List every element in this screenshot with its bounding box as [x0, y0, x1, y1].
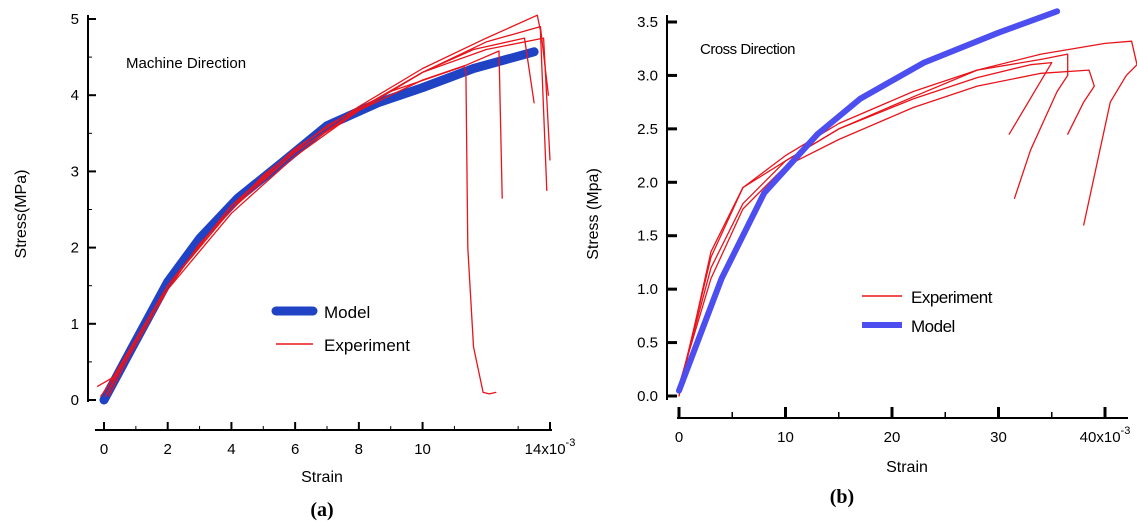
panel-a-y-tick-label: 3	[71, 163, 79, 180]
panel-a-experiment-line-2	[103, 37, 535, 394]
panel-b-y-tick-label: 3.0	[637, 67, 658, 84]
panel-a-y-tick-label: 0	[71, 392, 79, 409]
panel-a-legend-model-label: Model	[324, 303, 370, 322]
panel-a-legend-experiment-label: Experiment	[324, 336, 410, 355]
panel-b-annotation: Cross Direction	[700, 41, 795, 58]
panel-b-y-tick-label: 1.0	[637, 281, 658, 298]
panel-b-experiment-line-2	[678, 69, 1095, 386]
panel-a-model-line	[99, 47, 539, 405]
panel-a-y-tick-label: 5	[71, 11, 79, 28]
panel-b-x-tick-label: 10	[777, 429, 794, 446]
panel-a-x-axis-label: Strain	[301, 469, 343, 486]
panel-b-experiment-line-1	[678, 53, 1069, 397]
panel-b-y-tick-label: 2.0	[637, 174, 658, 191]
panel-b-experiment-line-3	[678, 40, 1137, 392]
panel-b-y-tick-label: 0.5	[637, 335, 658, 352]
panel-a-y-axis-label: Stress(MPa)	[13, 170, 30, 259]
panel-b-y-tick-label: 3.5	[637, 14, 658, 31]
panel-b-x-tick-label: 30	[990, 429, 1007, 446]
panel-b-x-axis-label: Strain	[886, 459, 928, 476]
panel-b-y-tick-label: 2.5	[637, 121, 658, 138]
panel-b-y-axis-label: Stress (Mpa)	[585, 168, 602, 260]
panel-a-annotation: Machine Direction	[126, 55, 246, 72]
panel-b-model-line	[676, 8, 1061, 394]
panel-a-x-tick-label: 6	[291, 441, 299, 458]
panel-b-caption: (b)	[830, 486, 854, 508]
panel-a-x-tick-label: 8	[355, 441, 363, 458]
panel-a-caption: (a)	[310, 499, 333, 521]
panel-b-y-tick-label: 0.0	[637, 388, 658, 405]
panel-a-x-tick-label: 4	[227, 441, 235, 458]
panel-b-legend-experiment-label: Experiment	[911, 288, 993, 307]
panel-a-experiment-line-5	[108, 25, 550, 397]
panel-a-experiment-line-4	[106, 37, 551, 395]
panel-a-x-tick-label: 14x10-3	[525, 437, 576, 458]
panel-a-x-tick-label: 10	[414, 441, 431, 458]
panel-b-legend-model-label: Model	[911, 317, 955, 336]
panel-b-experiment-line-0	[678, 61, 1053, 389]
panel-a-x-tick-label: 2	[164, 441, 172, 458]
panel-b-x-tick-label: 0	[675, 429, 683, 446]
panel-b-y-tick-label: 1.5	[637, 228, 658, 245]
panel-b-x-tick-label: 40x10-3	[1080, 425, 1131, 446]
panel-a-x-tick-label: 0	[100, 441, 108, 458]
panel-a-y-tick-label: 4	[71, 87, 79, 104]
panel-a-y-tick-label: 1	[71, 316, 79, 333]
panel-b: 0.00.51.01.52.02.53.03.5 0 10 20 30 40x10-3 …	[585, 8, 1137, 508]
panel-a-y-tick-label: 2	[71, 240, 79, 257]
panel-b-x-tick-label: 20	[884, 429, 901, 446]
